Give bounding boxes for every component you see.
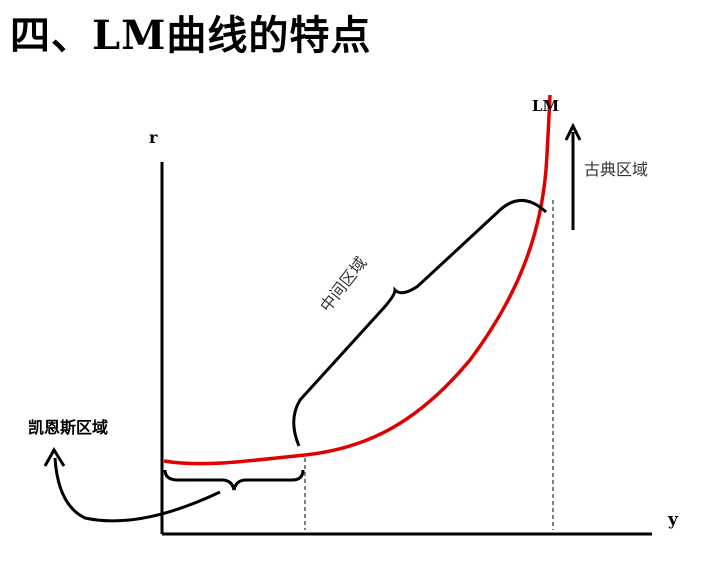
keynesian-region-label: 凯恩斯区域 [28, 418, 108, 437]
page-title: 四、LM曲线的特点 [10, 12, 372, 59]
classical-up-arrowhead [564, 122, 582, 141]
keynesian-arrowhead [43, 447, 66, 467]
intermediate-region-label: 中间区域 [316, 253, 370, 315]
x-axis-label: y [667, 510, 679, 530]
lm-curve-label: LM [532, 97, 559, 115]
keynesian-pointer-arrow [53, 457, 221, 523]
y-axis-label: r [149, 128, 158, 147]
lm-curve [163, 94, 552, 466]
intermediate-region-brace [292, 199, 548, 447]
keynesian-region-brace [163, 469, 305, 491]
classical-region-label: 古典区域 [584, 160, 648, 179]
